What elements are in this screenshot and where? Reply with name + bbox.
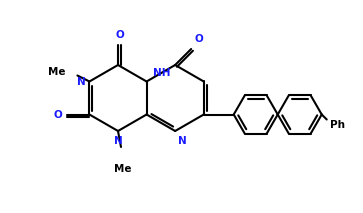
Text: O: O: [116, 30, 125, 40]
Text: Ph: Ph: [330, 119, 345, 130]
Text: N: N: [114, 136, 122, 146]
Text: N: N: [77, 76, 85, 86]
Text: NH: NH: [152, 69, 170, 79]
Text: O: O: [194, 34, 203, 44]
Text: Me: Me: [114, 164, 132, 174]
Text: Me: Me: [48, 66, 65, 76]
Text: N: N: [178, 136, 187, 146]
Text: O: O: [54, 111, 62, 121]
